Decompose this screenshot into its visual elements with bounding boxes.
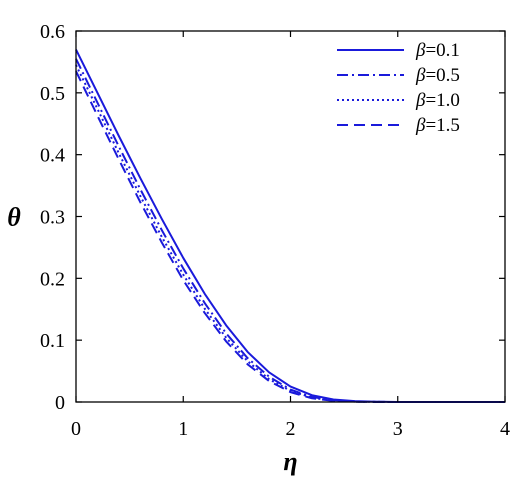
legend-label-3: β=1.0 [415, 90, 460, 111]
y-tick-label: 0.1 [40, 330, 65, 352]
y-tick-label: 0.5 [40, 83, 65, 105]
x-tick-label: 1 [178, 418, 188, 440]
y-tick-label: 0.2 [40, 268, 65, 290]
y-tick-label: 0 [55, 392, 65, 414]
plot-frame [75, 30, 506, 403]
x-tick-label: 2 [286, 418, 296, 440]
tick-marks [75, 30, 506, 403]
y-axis-label: θ [7, 203, 21, 232]
x-tick-label: 4 [500, 418, 510, 440]
y-tick-label: 0.6 [40, 21, 65, 43]
y-tick-labels: 0 0.1 0.2 0.3 0.4 0.5 0.6 [40, 21, 65, 414]
x-tick-labels: 0 1 2 3 4 [71, 418, 510, 440]
legend-label-2: β=0.5 [415, 65, 460, 86]
x-tick-label: 0 [71, 418, 81, 440]
x-axis-label: η [283, 447, 297, 476]
legend: β=0.1 β=0.5 β=1.0 β=1.5 [337, 40, 460, 136]
series-line-2 [75, 58, 505, 403]
legend-label-1: β=0.1 [415, 40, 460, 61]
y-tick-label: 0.4 [40, 145, 65, 167]
y-tick-label: 0.3 [40, 207, 65, 229]
x-tick-label: 3 [393, 418, 403, 440]
legend-label-4: β=1.5 [415, 115, 460, 136]
